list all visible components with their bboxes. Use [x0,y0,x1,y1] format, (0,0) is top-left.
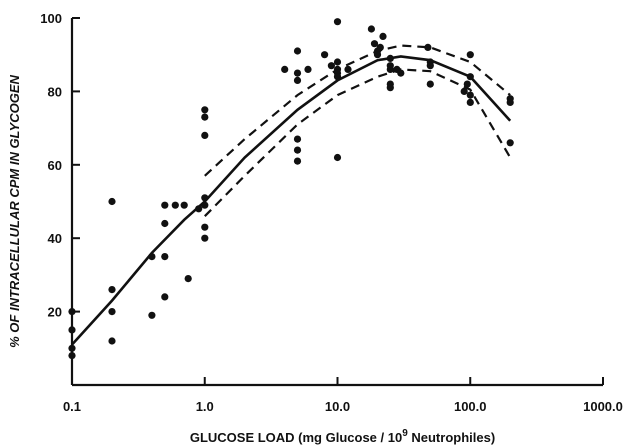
data-point [201,201,209,209]
data-point [161,219,169,228]
data-point [466,98,474,106]
x-axis-label-tail: Neutrophiles) [408,430,495,445]
data-point [466,51,474,59]
x-axis-label: GLUCOSE LOAD (mg Glucose / 109 Neutrophi… [190,428,495,445]
data-point [333,18,342,26]
data-point [68,326,76,334]
curve-group [71,44,512,346]
data-point [68,308,76,316]
data-point [293,135,302,143]
data-point [161,253,169,261]
data-point [293,69,302,77]
data-point [201,234,209,242]
data-point [506,98,514,106]
data-point [466,91,474,99]
data-point [184,275,192,283]
confidence-band-line [204,68,512,217]
x-tick-label: 100.0 [454,399,487,414]
data-point [333,73,342,81]
data-point [370,40,379,48]
data-point [426,80,434,88]
x-axis-label-main: GLUCOSE LOAD (mg Glucose / 10 [190,430,402,445]
data-point [293,76,302,84]
data-point [201,223,209,231]
data-point [333,58,342,66]
data-point [108,337,116,345]
x-tick-label: 0.1 [63,399,81,414]
fit-line [71,55,512,346]
data-point [379,32,387,41]
data-point [161,293,169,301]
data-point [373,51,382,59]
data-point [386,65,394,73]
y-axis-label: % OF INTRACELLULAR CPM IN GLYCOGEN [7,75,22,348]
data-point [108,308,116,316]
data-point [195,205,203,213]
x-tick-label: 1000.0 [583,399,623,414]
data-point [506,139,514,147]
data-point [201,106,209,114]
data-point [148,253,156,261]
data-point [171,201,179,209]
data-point [376,43,384,52]
y-tick-label: 100 [40,11,62,26]
data-point [180,201,188,209]
data-point [108,286,116,294]
data-point [463,80,471,88]
y-tick-label: 60 [48,158,62,173]
x-axis-label-superscript: 9 [402,428,408,439]
x-tick-label: 1.0 [196,399,214,414]
data-point [304,65,312,73]
data-point [327,62,335,70]
y-tick-label: 80 [48,84,62,99]
data-point [201,113,209,121]
data-point [333,153,342,162]
y-tick-label: 20 [48,305,62,320]
data-point [397,69,405,77]
data-point [293,146,302,154]
data-point [293,157,302,165]
x-tick-label: 10.0 [325,399,350,414]
data-point [293,47,302,55]
data-point [460,87,468,95]
data-point [426,62,434,70]
data-point [201,131,209,139]
y-tick-label: 40 [48,231,62,246]
data-point [321,51,329,59]
data-point [201,194,209,202]
data-point [344,65,352,73]
data-point [281,65,289,73]
data-point [108,197,116,206]
data-point [367,25,375,33]
data-point [148,311,156,319]
data-point [161,201,169,209]
data-point [68,352,76,360]
data-point [386,84,394,92]
tick-group: 0.1 1.0 10.0 100.0 1000.0 20 40 60 80 100 [40,11,623,414]
data-point [68,344,76,352]
data-point [424,43,432,52]
data-point [466,73,474,81]
confidence-band-line [204,44,511,177]
point-group [68,18,514,360]
data-point [386,54,394,63]
